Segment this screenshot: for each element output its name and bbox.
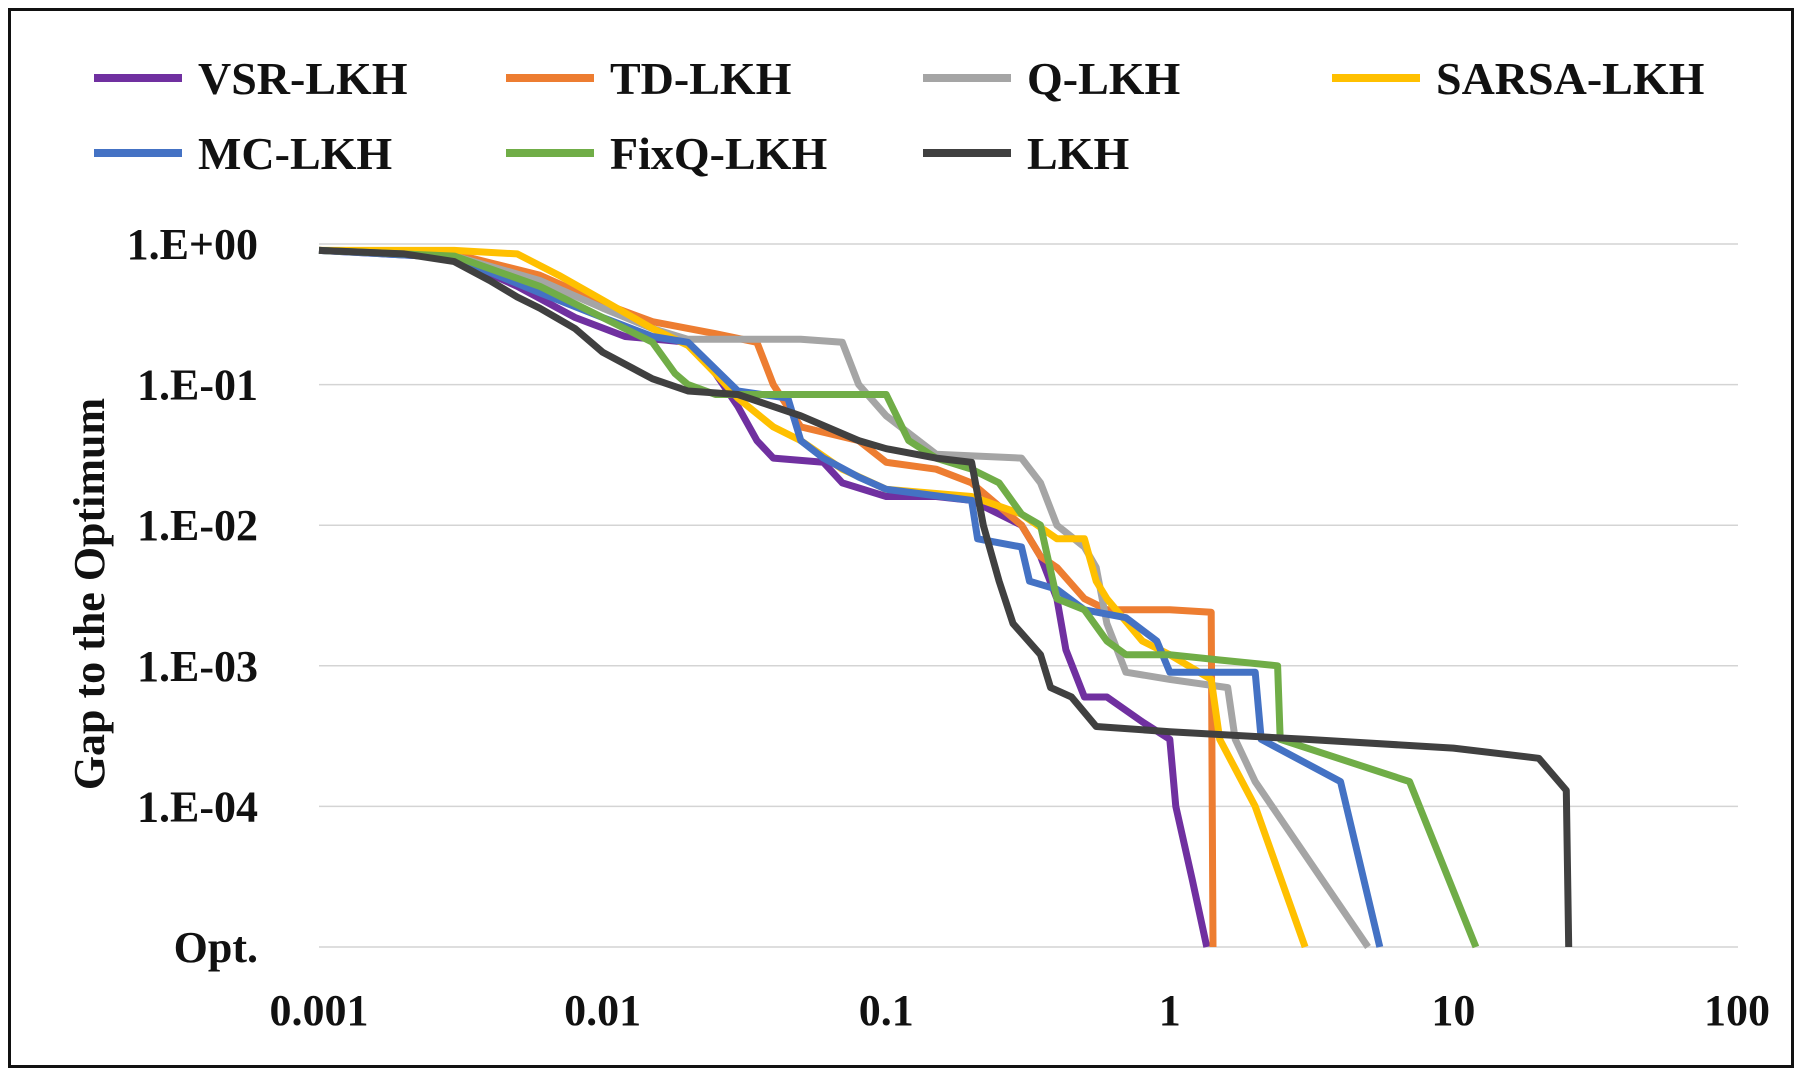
x-tick-label: 0.01 bbox=[564, 986, 641, 1035]
x-axis-ticks: 0.001 0.01 0.1 1 10 100 bbox=[270, 986, 1771, 1035]
legend-label-q-lkh: Q-LKH bbox=[1027, 53, 1181, 104]
series-line-sarsa-lkh bbox=[319, 246, 1309, 949]
y-tick-label: Opt. bbox=[174, 923, 258, 972]
series-line-mc-lkh bbox=[318, 246, 1384, 948]
series-lines bbox=[318, 246, 1573, 949]
legend: VSR-LKH TD-LKH Q-LKH SARSA-LKH MC-LKH FixQ-LK… bbox=[94, 53, 1705, 179]
y-axis-title: Gap to the Optimum bbox=[65, 398, 114, 790]
series-line-fixq-lkh bbox=[318, 246, 1480, 949]
y-tick-label: 1.E-03 bbox=[137, 642, 258, 691]
legend-label-fixq-lkh: FixQ-LKH bbox=[610, 128, 827, 179]
x-tick-label: 100 bbox=[1704, 986, 1770, 1035]
x-tick-label: 1 bbox=[1159, 986, 1181, 1035]
y-tick-label: 1.E-02 bbox=[137, 501, 258, 550]
x-tick-label: 0.1 bbox=[859, 986, 914, 1035]
legend-label-vsr-lkh: VSR-LKH bbox=[198, 53, 408, 104]
legend-label-lkh: LKH bbox=[1027, 128, 1129, 179]
x-tick-label: 10 bbox=[1431, 986, 1475, 1035]
legend-label-sarsa-lkh: SARSA-LKH bbox=[1436, 53, 1705, 104]
gridlines bbox=[319, 243, 1738, 948]
series-line-lkh bbox=[318, 246, 1573, 948]
x-tick-label: 0.001 bbox=[270, 986, 369, 1035]
legend-label-td-lkh: TD-LKH bbox=[610, 53, 792, 104]
y-tick-label: 1.E-01 bbox=[137, 361, 258, 410]
y-axis-ticks: 1.E+00 1.E-01 1.E-02 1.E-03 1.E-04 Opt. bbox=[127, 220, 258, 972]
series-line-td-lkh bbox=[318, 246, 1217, 948]
y-tick-label: 1.E-04 bbox=[137, 782, 258, 831]
y-tick-label: 1.E+00 bbox=[127, 220, 258, 269]
chart-frame bbox=[8, 8, 1794, 1068]
legend-label-mc-lkh: MC-LKH bbox=[198, 128, 392, 179]
